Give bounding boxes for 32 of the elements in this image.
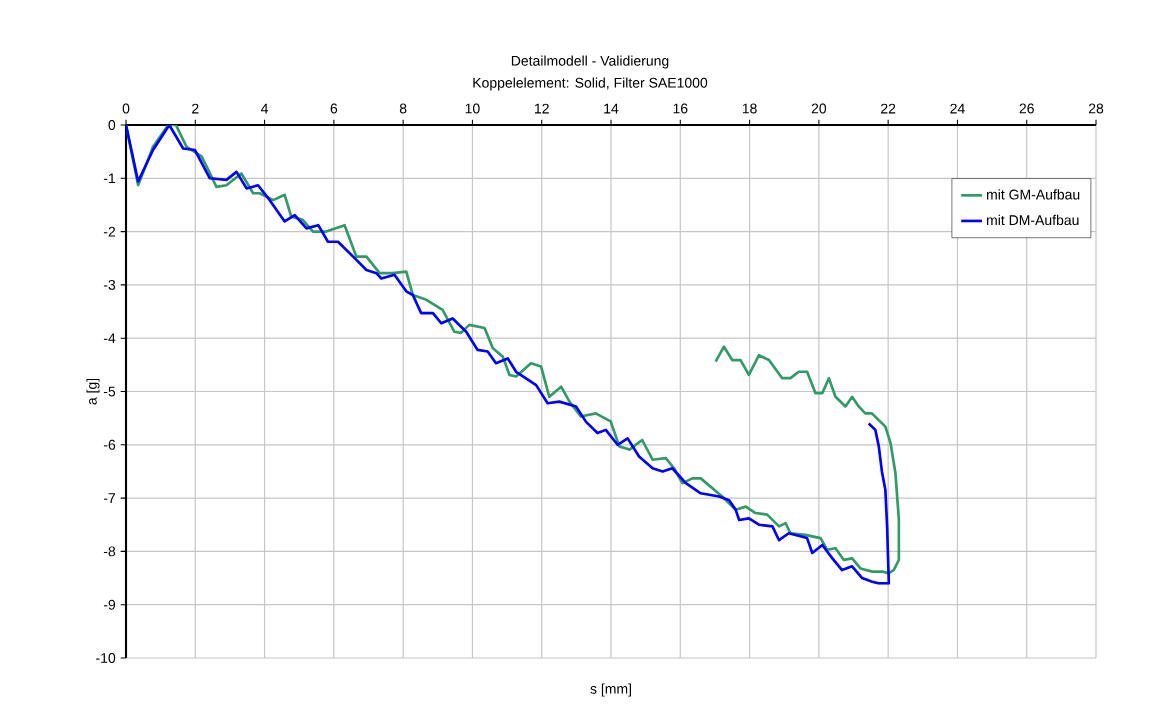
y-tick-label: -9 (103, 599, 116, 610)
chart-title: Detailmodell - Validierung (511, 55, 669, 69)
y-tick-label: -10 (96, 653, 116, 663)
y-tick-label: -6 (103, 439, 116, 450)
x-tick-label: 0 (122, 103, 130, 114)
y-axis-title: a [g] (86, 378, 100, 405)
x-tick-label: 14 (604, 103, 619, 114)
legend-label: mit GM-Aufbau (987, 189, 1080, 200)
x-tick-label: 12 (535, 103, 549, 114)
x-tick-label: 28 (1088, 103, 1104, 114)
x-tick-label: 10 (465, 103, 480, 114)
x-tick-label: 22 (881, 103, 896, 114)
x-axis-title: s [mm] (590, 683, 631, 697)
x-tick-label: 4 (260, 103, 269, 114)
y-tick-label: -3 (103, 279, 116, 290)
legend-label: mit DM-Aufbau (987, 214, 1079, 226)
x-tick-label: 8 (399, 103, 407, 114)
x-tick-label: 2 (192, 103, 199, 114)
x-tick-label: 20 (811, 103, 827, 114)
x-tick-label: 6 (330, 103, 338, 114)
y-tick-label: -5 (103, 386, 116, 397)
chart-subtitle: Koppelelement: Solid, Filter SAE1000 (473, 77, 708, 91)
x-tick-label: 18 (742, 103, 757, 114)
y-tick-label: -8 (103, 546, 116, 557)
y-tick-label: -4 (103, 333, 116, 344)
y-tick-label: -1 (103, 173, 116, 184)
x-tick-label: 26 (1019, 103, 1034, 114)
y-tick-label: -7 (103, 493, 116, 503)
x-tick-label: 24 (950, 103, 965, 114)
x-tick-label: 16 (673, 103, 688, 114)
y-tick-label: -2 (103, 226, 116, 237)
y-tick-label: 0 (108, 120, 116, 130)
